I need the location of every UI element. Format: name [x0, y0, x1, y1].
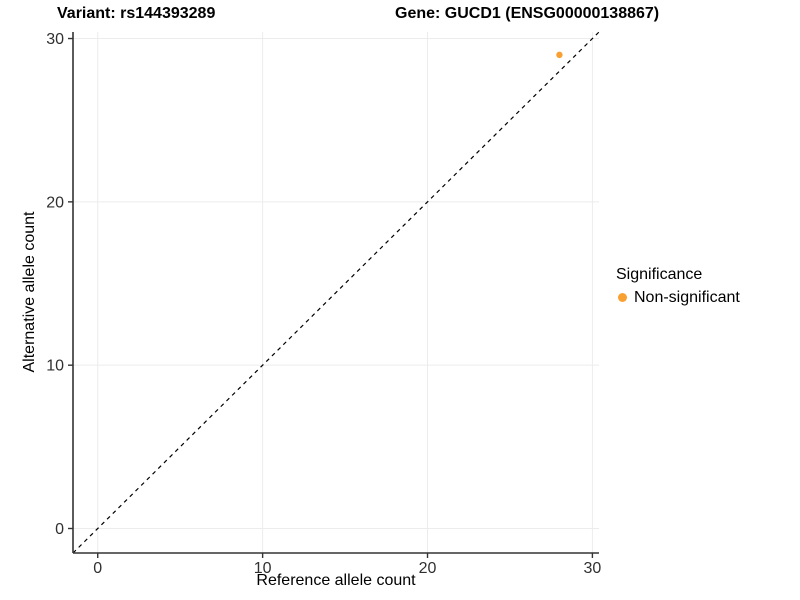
y-tick-label: 30	[46, 31, 64, 48]
y-tick-label: 10	[46, 358, 64, 375]
x-tick-label: 10	[254, 560, 272, 577]
x-tick-label: 30	[584, 560, 602, 577]
data-point	[556, 51, 563, 59]
x-tick-label: 20	[419, 560, 437, 577]
y-tick-label: 20	[46, 194, 64, 211]
plot-title-variant: Variant: rs144393289	[57, 5, 216, 22]
legend-item-label: Non-significant	[634, 289, 740, 306]
x-axis-title: Reference allele count	[256, 572, 416, 589]
x-tick-label: 0	[93, 560, 102, 577]
legend-item-non-significant: Non-significant	[614, 288, 794, 307]
y-axis-title: Alternative allele count	[21, 211, 38, 373]
identity-dashed-line	[72, 31, 600, 554]
plot-title-gene: Gene: GUCD1 (ENSG00000138867)	[395, 5, 660, 22]
legend-point-icon	[618, 293, 627, 302]
legend: Significance Non-significant	[614, 265, 794, 307]
legend-title: Significance	[616, 266, 703, 283]
y-tick-label: 0	[55, 521, 64, 538]
